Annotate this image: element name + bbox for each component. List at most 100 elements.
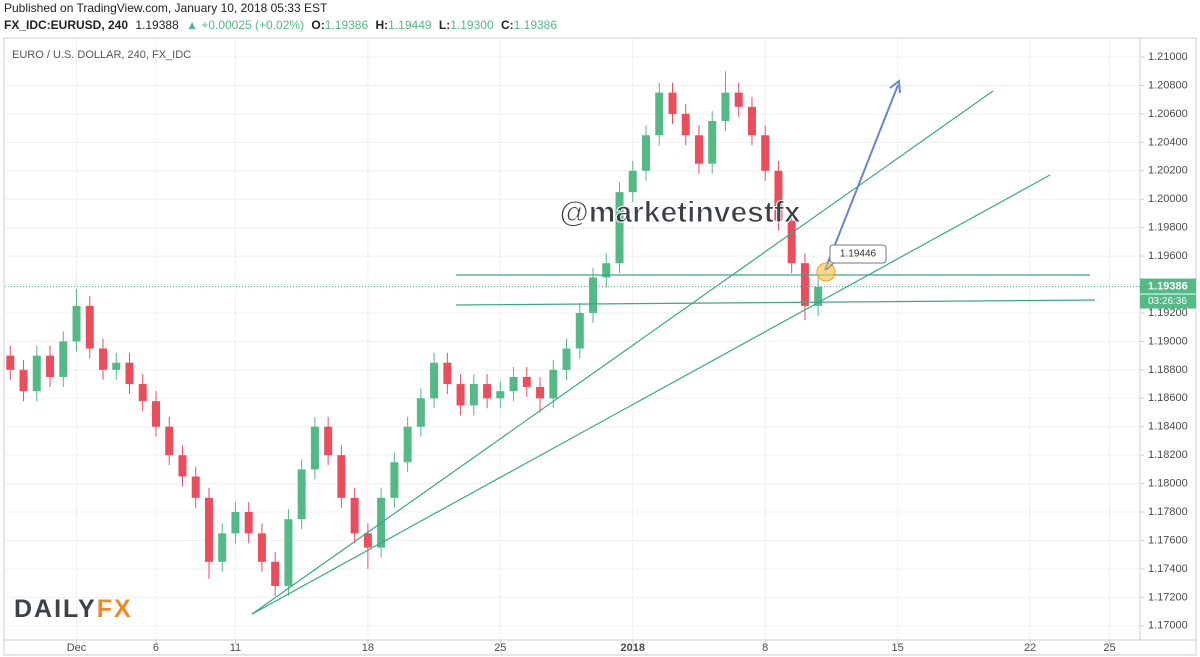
candle-body: [668, 92, 677, 114]
candle-body: [350, 497, 359, 534]
candle-body: [681, 113, 690, 136]
candle-body: [403, 426, 412, 463]
y-tick-label: 1.17400: [1148, 563, 1188, 575]
watermark: @marketinvestfx: [559, 196, 800, 229]
close: 1.19386: [514, 18, 558, 32]
y-tick-label: 1.18800: [1148, 364, 1188, 376]
candle-body: [99, 348, 108, 370]
logo-part: DAILY: [14, 595, 97, 623]
candle-body: [443, 362, 452, 385]
candle-body: [416, 398, 425, 427]
candle-body: [191, 476, 200, 498]
candle-body: [774, 170, 783, 221]
x-tick-label: 15: [892, 642, 904, 654]
candle-body: [6, 355, 15, 370]
trend-line: [251, 90, 994, 615]
y-tick-label: 1.20400: [1148, 136, 1188, 148]
candle-body: [747, 106, 756, 136]
logo: DAILYFX: [14, 595, 133, 623]
horizontal-line: [455, 299, 1096, 306]
candle-body: [337, 455, 346, 498]
y-tick-label: 1.19800: [1148, 222, 1188, 234]
y-tick-label: 1.18000: [1148, 478, 1188, 490]
callout-pointer: [825, 262, 835, 271]
candle-body: [257, 533, 266, 562]
candle-body: [204, 497, 213, 562]
y-tick-label: 1.17800: [1148, 506, 1188, 518]
high: 1.19449: [388, 18, 432, 32]
x-tick-label: 25: [494, 642, 506, 654]
candle-body: [218, 533, 227, 562]
candle-body: [32, 355, 41, 392]
callout-label: 1.19446: [840, 249, 877, 260]
countdown-label: 03:26:36: [1148, 296, 1187, 307]
candle-body: [297, 469, 306, 520]
candle-body: [165, 426, 174, 456]
change: ▲ +0.00025 (+0.02%): [186, 18, 304, 32]
candle-body: [112, 362, 121, 370]
candle-body: [628, 170, 637, 193]
candle-body: [231, 512, 240, 534]
candles: [6, 71, 823, 596]
candle-body: [602, 263, 611, 278]
x-tick-label: 18: [362, 642, 374, 654]
x-tick-label: 22: [1024, 642, 1036, 654]
candle-body: [138, 384, 147, 402]
last: 1.19388: [135, 18, 179, 32]
candle-body: [483, 384, 492, 399]
candle-body: [390, 462, 399, 498]
panel-border: [3, 37, 1197, 656]
candle-body: [178, 455, 187, 477]
grid: [5, 38, 1140, 640]
candle-body: [589, 277, 598, 313]
x-tick-label: Dec: [67, 642, 87, 654]
candle-body: [125, 362, 134, 385]
candle-body: [734, 92, 743, 107]
y-tick-label: 1.19000: [1148, 335, 1188, 347]
highlight-circle: [816, 262, 836, 282]
y-tick-label: 1.17600: [1148, 534, 1188, 546]
y-tick-label: 1.20000: [1148, 193, 1188, 205]
candle-body: [562, 348, 571, 370]
x-tick-label: 8: [762, 642, 768, 654]
candle-body: [509, 376, 518, 392]
low-label: L:: [439, 18, 450, 32]
y-tick-label: 1.20800: [1148, 79, 1188, 91]
candle-body: [708, 121, 717, 164]
callout-box: [829, 244, 887, 264]
candle-body: [284, 519, 293, 586]
symbol: FX_IDC:EURUSD, 240: [4, 18, 128, 32]
candle-body: [536, 386, 545, 399]
candle-body: [522, 376, 531, 387]
candle-body: [496, 391, 505, 399]
candle-body: [469, 384, 478, 406]
candle-body: [151, 401, 160, 427]
candle-body: [814, 286, 823, 306]
logo-part: FX: [97, 595, 133, 623]
candle-body: [72, 305, 81, 342]
last-price-box: [1140, 278, 1196, 294]
countdown-box: [1140, 294, 1196, 309]
candle-body: [59, 341, 68, 377]
y-tick-label: 1.21000: [1148, 51, 1188, 63]
chart-title: EURO / U.S. DOLLAR, 240, FX_IDC: [12, 49, 191, 61]
y-tick-label: 1.19600: [1148, 250, 1188, 262]
x-tick-label: 2018: [621, 642, 645, 654]
candle-body: [456, 384, 465, 406]
drawings: 1.19446: [251, 79, 1096, 615]
high-label: H:: [376, 18, 389, 32]
candle-body: [800, 263, 809, 306]
candle-body: [363, 533, 372, 548]
y-tick-label: 1.18200: [1148, 449, 1188, 461]
x-tick-label: 25: [1103, 642, 1115, 654]
candle-body: [787, 220, 796, 264]
arrow: [824, 84, 899, 271]
candle-body: [694, 135, 703, 164]
candle-body: [310, 426, 319, 470]
candle-body: [615, 192, 624, 264]
x-tick-label: 11: [230, 642, 241, 654]
last-price-label: 1.19386: [1148, 280, 1188, 292]
y-tick-label: 1.18600: [1148, 392, 1188, 404]
